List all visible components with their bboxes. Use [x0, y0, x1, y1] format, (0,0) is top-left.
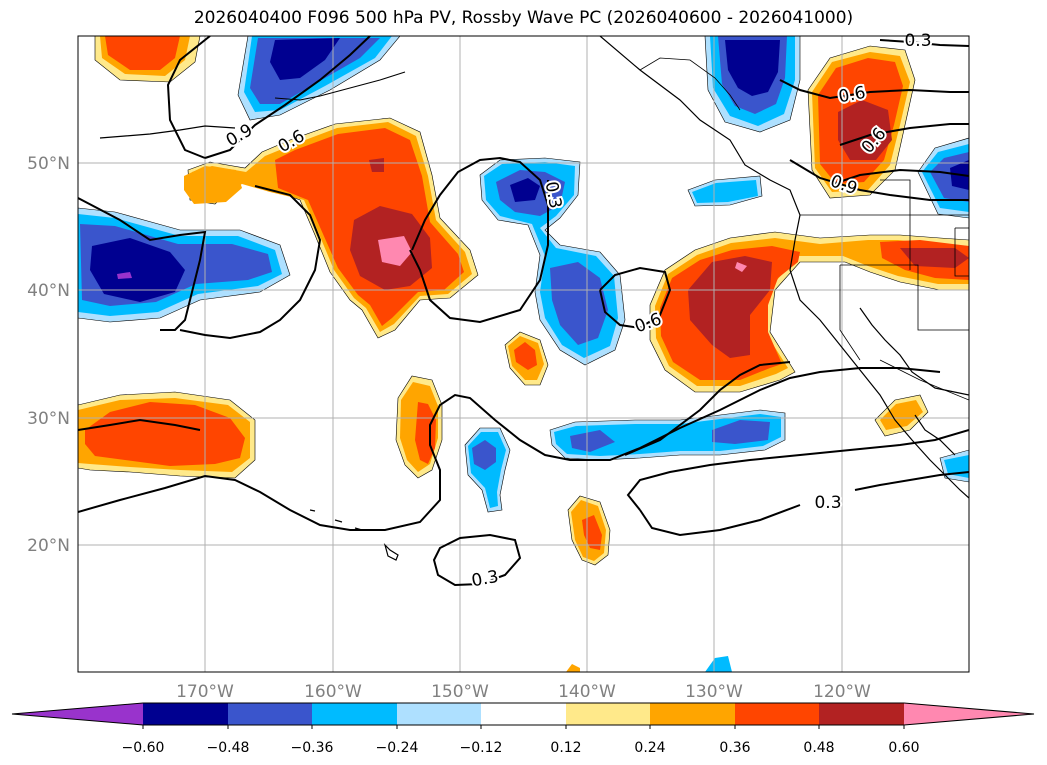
- colorbar-tick-label: 0.60: [888, 740, 919, 756]
- map-frame: [77, 35, 970, 673]
- colorbar-segment: [228, 703, 312, 725]
- contour-lines: [78, 36, 969, 587]
- lat-label: 50°N: [27, 154, 70, 174]
- colorbar-segment: [312, 703, 397, 725]
- colorbar-tick-label: 0.48: [803, 740, 834, 756]
- colorbar-tick-label: 0.12: [550, 740, 581, 756]
- colorbar-min-extension: [12, 703, 143, 725]
- positive-anomaly-subtropical-west: [78, 391, 256, 479]
- contour-label: 0.9: [223, 120, 256, 151]
- colorbar-segment: [481, 703, 566, 725]
- colorbar-tick-label: −0.36: [291, 740, 334, 756]
- colorbar-segment: [397, 703, 481, 725]
- negative-anomaly-hawaii-east: [464, 427, 511, 513]
- lon-label: 120°W: [813, 682, 871, 702]
- positive-anomaly-baja: [874, 394, 929, 437]
- lon-label: 150°W: [431, 682, 489, 702]
- positive-anomaly-tropical: [567, 495, 611, 566]
- colorbar-tick-label: −0.12: [460, 740, 503, 756]
- colorbar-segment: [819, 703, 904, 725]
- negative-anomaly-gulf-alaska: [704, 36, 801, 133]
- negative-anomaly-small-north: [687, 175, 763, 207]
- colorbar-tick-label: −0.24: [376, 740, 419, 756]
- contour-label: 0.3: [814, 493, 841, 513]
- shaded-anomaly-fields: [78, 36, 969, 672]
- lon-label: 140°W: [558, 682, 616, 702]
- political-borders: [800, 179, 969, 401]
- colorbar-segment: [735, 703, 819, 725]
- positive-anomaly-hawaii-north: [395, 375, 443, 479]
- colorbar-tick-label: 0.36: [719, 740, 750, 756]
- positive-anomaly-nw: [94, 36, 201, 83]
- colorbar: −0.60 −0.48 −0.36 −0.24 −0.12 0.12 0.24 0.36 0.4…: [11, 702, 1035, 756]
- colorbar-tick-label: −0.48: [207, 740, 250, 756]
- lon-label: 170°W: [176, 682, 234, 702]
- latitude-labels: 50°N 40°N 30°N 20°N: [27, 154, 70, 556]
- longitude-labels: 170°W 160°W 150°W 140°W 130°W 120°W: [176, 682, 871, 702]
- positive-anomaly-small-subtropical: [504, 331, 549, 386]
- lat-label: 20°N: [27, 536, 70, 556]
- colorbar-max-extension: [904, 703, 1034, 725]
- lon-label: 160°W: [304, 682, 362, 702]
- negative-anomaly-great-basin: [917, 137, 969, 219]
- lon-label: 130°W: [685, 682, 743, 702]
- lat-label: 40°N: [27, 281, 70, 301]
- graticule: [78, 36, 969, 672]
- colorbar-segment: [650, 703, 735, 725]
- colorbar-segment: [143, 703, 228, 725]
- negative-anomaly-aleutian: [237, 36, 401, 121]
- colorbar-tick-label: 0.24: [634, 740, 665, 756]
- lat-label: 30°N: [27, 409, 70, 429]
- contour-label: 0.3: [470, 567, 500, 591]
- coastlines: [99, 36, 969, 561]
- map-title: 2026040400 F096 500 hPa PV, Rossby Wave …: [193, 8, 854, 28]
- positive-anomaly-central-pacific: [184, 117, 479, 339]
- positive-anomaly-california-coast: [649, 231, 969, 393]
- positive-anomaly-pacific-northwest: [807, 45, 916, 199]
- colorbar-segment: [566, 703, 650, 725]
- negative-anomaly-dateline: [78, 207, 291, 323]
- negative-anomaly-northeast-pacific: [479, 157, 626, 366]
- colorbar-tick-label: −0.60: [122, 740, 165, 756]
- contour-label: 0.3: [904, 31, 931, 51]
